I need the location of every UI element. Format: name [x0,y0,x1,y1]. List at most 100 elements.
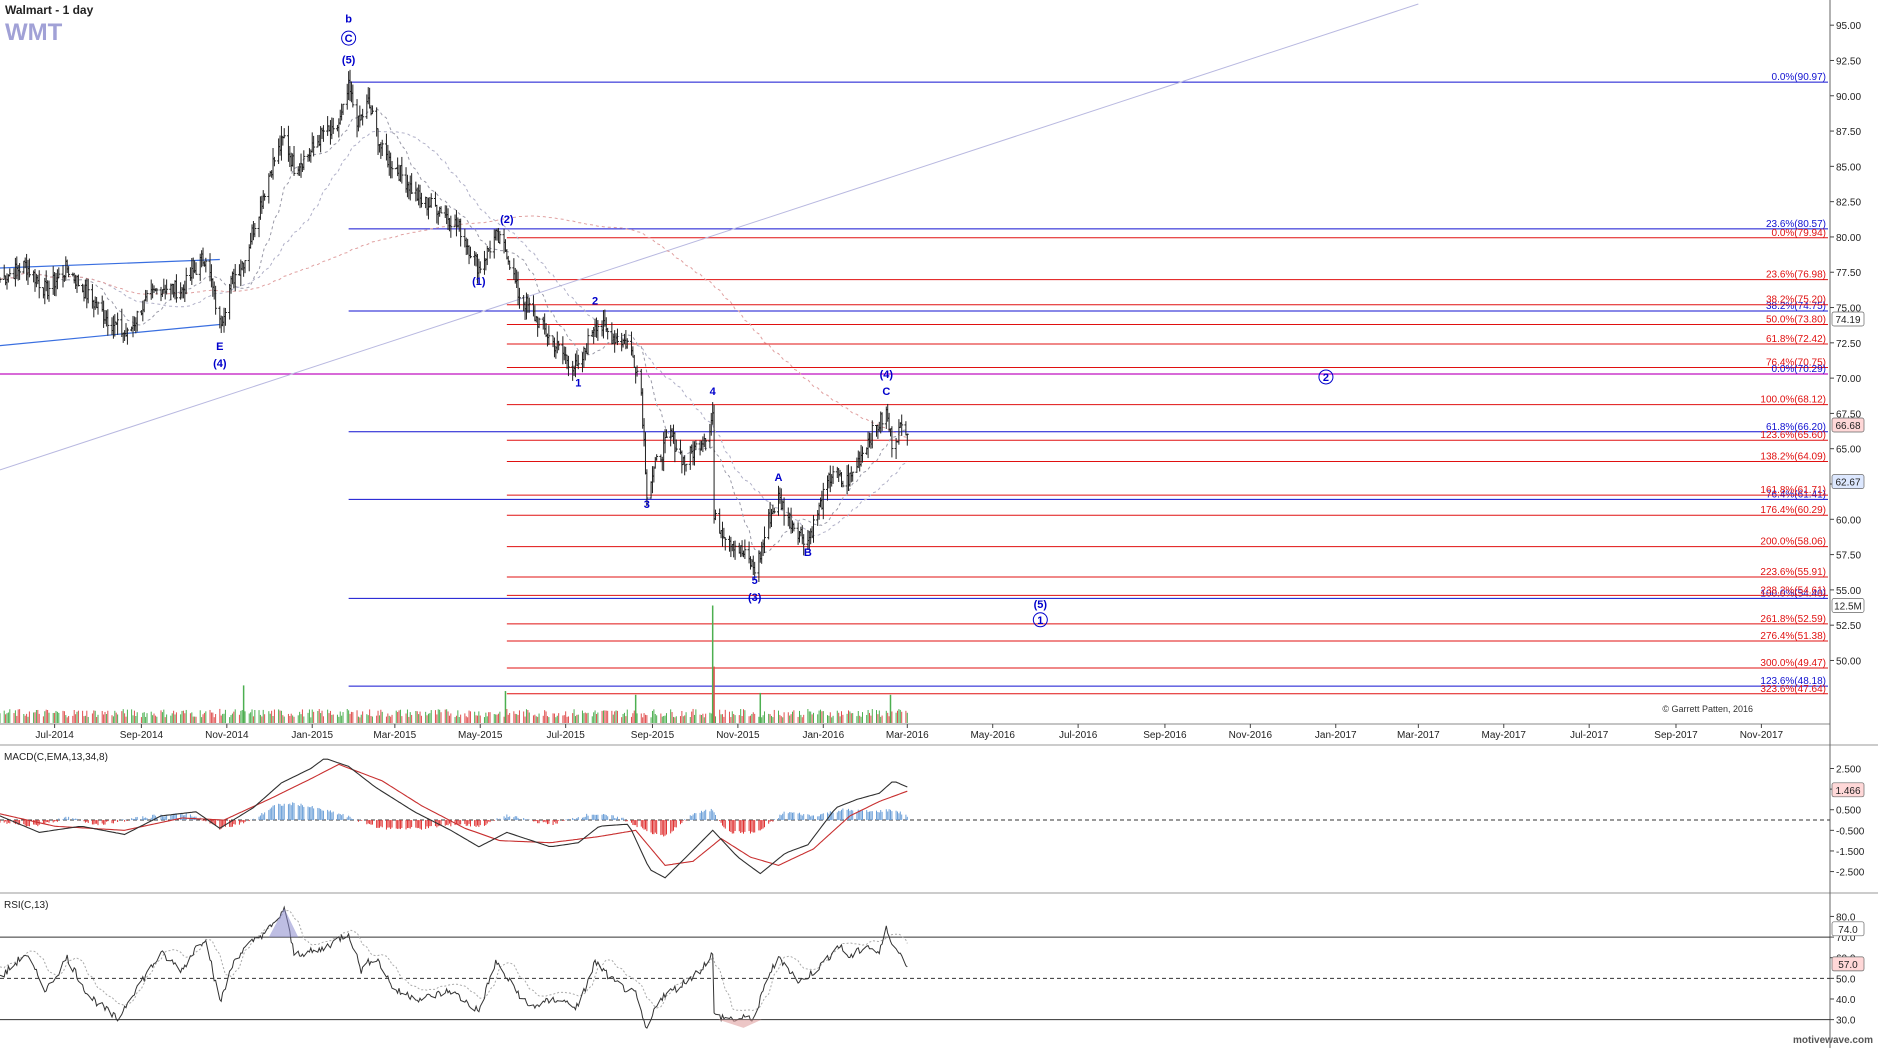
rsi-tick-label: 30.0 [1836,1016,1856,1027]
x-tick-label: Nov-2015 [716,730,760,741]
wave-label-circle [341,30,357,46]
fibonacci-layer: 0.0%(90.97) 23.6%(80.57) 38.2%(74.75) 61.8%… [0,3,1828,695]
y-tick-label: 77.50 [1836,268,1861,279]
macd-last-marker-box [1831,782,1865,798]
wave-label: (4) [880,369,894,381]
fib-level-red-label: 0.0%(79.94) [1772,228,1826,239]
wave-label: (4) [213,358,227,370]
rsi-tick-label: 40.0 [1836,995,1856,1006]
y-tick-label: 67.50 [1836,409,1861,420]
fib-level-blue-label: 38.2%(74.75) [1766,301,1826,312]
x-tick-label: Jan-2016 [802,730,844,741]
rsi-tick-label: 50.0 [1836,974,1856,985]
macd-last-marker: 1.466 [1831,782,1865,798]
x-tick-label: Jan-2017 [1315,730,1357,741]
rsi-band-marker-text: 74.0 [1838,925,1858,936]
x-tick-label: Jul-2014 [35,730,74,741]
x-tick-label: Jul-2016 [1059,730,1098,741]
rsi-band-marker-box [1831,921,1865,937]
fib-level-red-label: 23.6%(76.98) [1766,270,1826,281]
y-tick-label: 75.00 [1836,304,1861,315]
fib-level-red-label: 123.6%(65.60) [1760,430,1826,441]
price-marker-last-text: 66.68 [1835,421,1860,432]
macd-tick-label: -2.500 [1836,868,1865,879]
wave-label: (3) [748,592,762,604]
price-marker-74-text: 74.19 [1835,315,1860,326]
y-tick-label: 60.00 [1836,515,1861,526]
wave-label: 3 [644,499,650,511]
wave-label: (5) [1034,599,1048,611]
x-tick-label: Sep-2016 [1143,730,1187,741]
wave-label: (1) [472,276,486,288]
rsi-title: RSI(C,13) [4,900,48,911]
wave-label: (2) [500,214,514,226]
y-tick-label: 50.00 [1836,656,1861,667]
trendline-long-diagonal [0,3,1419,471]
fib-level-blue-label: 0.0%(90.97) [1772,72,1826,83]
y-tick-label: 87.50 [1836,127,1861,138]
wave-label: A [775,472,783,484]
x-tick-label: Mar-2017 [1397,730,1440,741]
x-tick-label: Jul-2017 [1570,730,1609,741]
fib-level-red-label: 161.8%(61.71) [1760,485,1826,496]
chart-title: Walmart - 1 day [5,3,94,17]
symbol-watermark: WMT [5,19,63,46]
macd-title: MACD(C,EMA,13,34,8) [4,752,108,763]
fib-level-red-label: 223.6%(55.91) [1760,567,1826,578]
rsi-line [0,905,908,1029]
volume-marker-text: 12.5M [1834,602,1862,613]
x-tick-label: Nov-2014 [205,730,249,741]
price-marker-62-text: 62.67 [1835,478,1860,489]
wave-label: C [345,33,353,45]
trendline-lower [0,323,220,347]
fib-level-red-label: 50.0%(73.80) [1766,314,1826,325]
wave-label: 2 [1323,372,1329,384]
fib-level-red-label: 61.8%(72.42) [1766,334,1826,345]
rsi-tick-label: 80.0 [1836,912,1856,923]
y-tick-label: 82.50 [1836,198,1861,209]
fib-level-red-label: 100.0%(68.12) [1760,395,1826,406]
fib-level-blue-label: 100.0%(54.40) [1760,588,1826,599]
macd-tick-label: -0.500 [1836,826,1865,837]
x-tick-label: Mar-2016 [886,730,929,741]
x-tick-label: May-2017 [1482,730,1527,741]
fib-level-blue-label: 123.6%(48.18) [1760,676,1826,687]
wave-label: E [216,341,223,353]
wave-label: 2 [592,296,598,308]
wave-label: 5 [752,575,758,587]
volume-marker: 12.5M [1831,598,1865,613]
fib-level-magenta-label: 0.0%(70.29) [1772,364,1826,375]
y-tick-label: 90.00 [1836,92,1861,103]
fib-level-blue-label: 23.6%(80.57) [1766,219,1826,230]
price-marker-74: 74.19 [1831,311,1865,327]
wave-label: B [804,547,812,559]
macd-tick-label: 2.500 [1836,764,1861,775]
fib-level-red-label: 138.2%(64.09) [1760,452,1826,463]
rsi-last-marker-text: 57.0 [1838,960,1858,971]
price-marker-last: 66.68 [1831,417,1865,433]
x-tick-label: Nov-2017 [1740,730,1784,741]
wave-label-circle [1032,612,1048,628]
fib-level-red-label: 261.8%(52.59) [1760,614,1826,625]
fib-level-red-label: 38.2%(75.20) [1766,295,1826,306]
x-tick-label: May-2016 [970,730,1015,741]
wave-label: b [345,13,352,25]
fib-level-red-label: 300.0%(49.47) [1760,658,1826,669]
x-tick-label: Jul-2015 [546,730,585,741]
wave-label: 1 [575,378,581,390]
price-marker-62-box [1831,474,1865,489]
price-marker-last-box [1831,417,1865,433]
fib-level-blue-label: 61.8%(66.20) [1766,422,1826,433]
rsi-band-marker: 74.0 [1831,921,1865,937]
y-tick-label: 52.50 [1836,621,1861,632]
fib-level-red-label: 323.6%(47.64) [1760,684,1826,695]
y-tick-label: 92.50 [1836,56,1861,67]
y-tick-label: 80.00 [1836,233,1861,244]
axes-layer: Jul-2014 Sep-2014 Nov-2014 Jan-2015 Mar-2015… [35,21,1864,1026]
x-tick-label: Mar-2015 [373,730,416,741]
fib-level-red-label: 176.4%(60.29) [1760,505,1826,516]
